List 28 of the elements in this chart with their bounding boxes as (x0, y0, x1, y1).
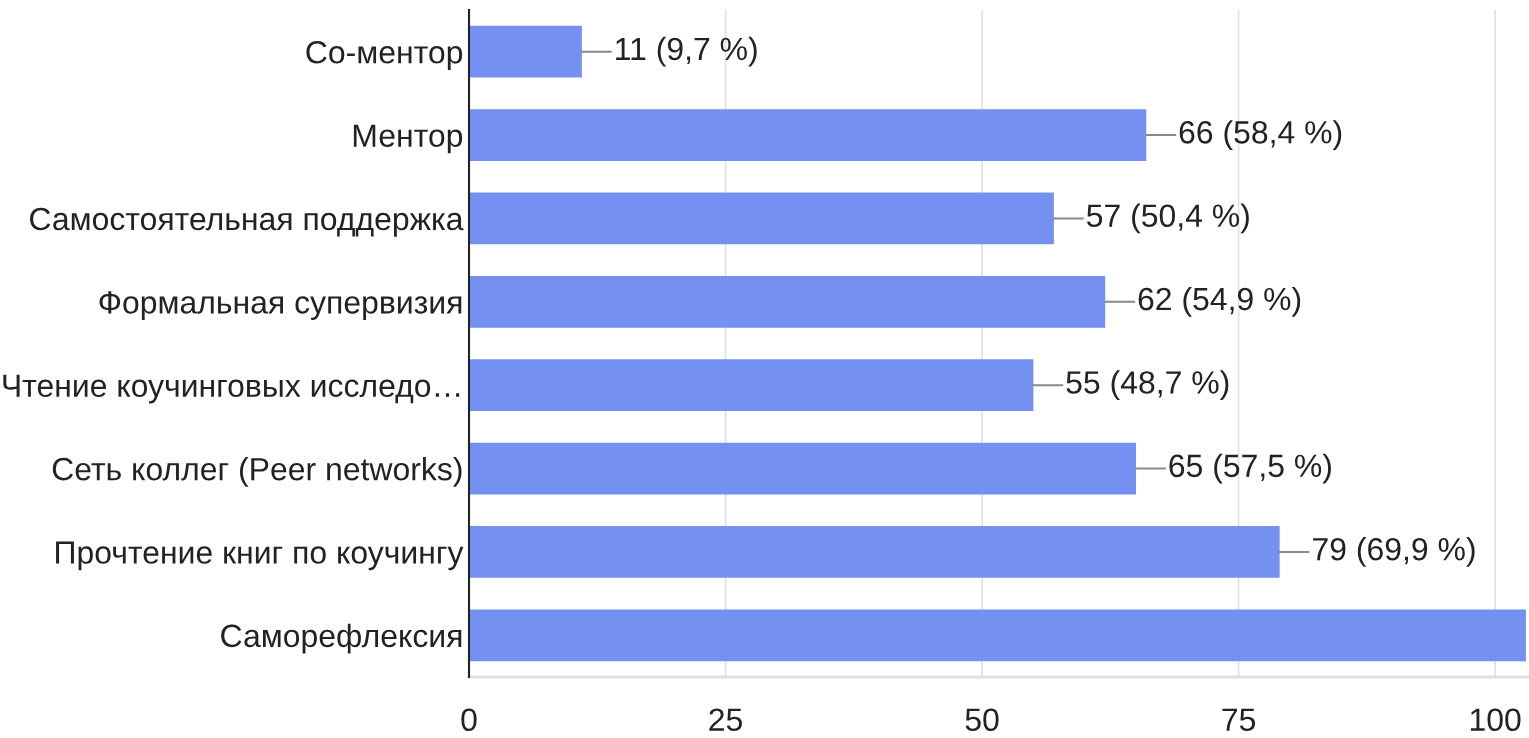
data-label: 65 (57,5 %) (1169, 453, 1331, 484)
data-label: 11 (9,7 %) (616, 36, 757, 67)
y-tick-label: Формальная супервизия (99, 291, 462, 321)
bar (469, 609, 1526, 662)
bar (469, 442, 1136, 495)
bar (469, 275, 1106, 328)
bar (469, 359, 1034, 412)
y-tick-label: Сеть коллег (Peer networks) (52, 456, 462, 487)
y-tick-label: Прочтение книг по коучингу (56, 541, 464, 571)
data-label: 79 (69,9 %) (1313, 537, 1475, 567)
x-tick-label: 75 (1222, 708, 1256, 732)
bar (469, 109, 1147, 161)
x-tick-label: 0 (461, 708, 477, 732)
y-tick-label: Самостоятельная поддержка (30, 207, 464, 237)
y-tick-label: Саморефлексия (221, 623, 462, 654)
bar (469, 526, 1280, 578)
y-tick-label: Со-ментор (306, 40, 463, 70)
data-label: 57 (50,4 %) (1086, 203, 1249, 234)
data-label: 66 (58,4 %) (1179, 120, 1342, 150)
data-label: 55 (48,7 %) (1066, 370, 1229, 401)
bar (469, 25, 582, 78)
bar (469, 192, 1054, 245)
y-tick-label: Ментор (353, 124, 463, 154)
x-tick-label: 50 (965, 708, 999, 732)
data-label: 62 (54,9 %) (1138, 286, 1301, 317)
x-tick-label: 25 (709, 708, 742, 732)
x-tick-label: 100 (1470, 708, 1521, 732)
y-tick-label: Чтение коучинговых исследо… (3, 374, 460, 404)
